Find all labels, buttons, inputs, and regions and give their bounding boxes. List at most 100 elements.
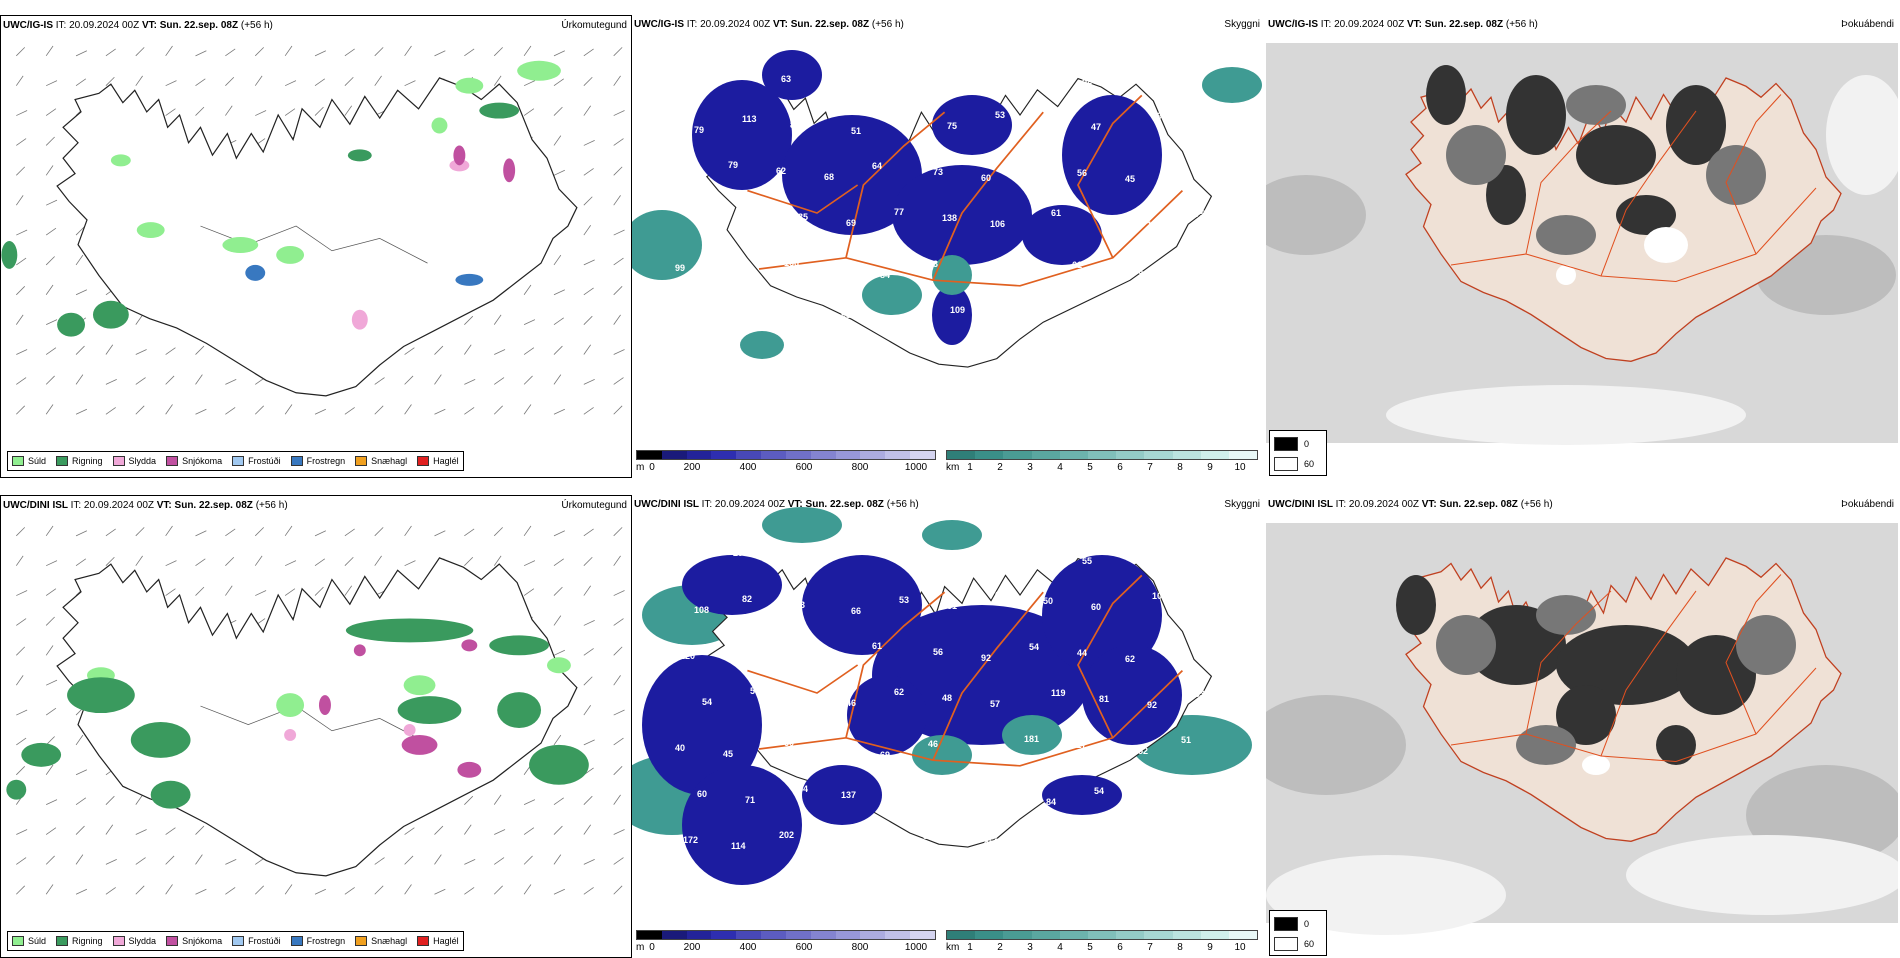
ceiling-value: 90 (745, 315, 755, 325)
fog-legend: 0 60 (1269, 910, 1327, 956)
wind-barb (16, 286, 26, 296)
wind-barb (523, 827, 535, 835)
ceiling-value: 64 (872, 161, 882, 171)
ceiling-value: 108 (694, 605, 709, 615)
wind-barb (583, 705, 592, 716)
field-patch (1644, 227, 1688, 263)
wind-barb (15, 314, 24, 325)
ceiling-value: 69 (832, 744, 842, 754)
field-patch (1706, 145, 1766, 205)
field-patch (872, 605, 1092, 745)
wind-barb (16, 737, 27, 746)
wind-barb (45, 855, 55, 865)
wind-barb (45, 707, 57, 716)
road-line (758, 190, 1184, 287)
coastline (56, 77, 578, 397)
field-patch (1002, 715, 1062, 755)
wind-barb (16, 349, 28, 355)
wind-barb (613, 885, 623, 895)
visibility-tick: 6 (1117, 462, 1123, 473)
lead-time: (+56 h) (886, 499, 919, 510)
model-name: UWC/DINI ISL (3, 500, 71, 511)
road-line (932, 591, 1044, 761)
visibility-tick: 7 (1147, 942, 1153, 953)
field-patch (503, 158, 516, 183)
wind-barb (75, 734, 84, 746)
ceiling-value: 45 (1125, 174, 1135, 184)
wind-barb (493, 405, 503, 415)
ceiling-value: 57 (1034, 550, 1044, 560)
field-patch (1576, 125, 1656, 185)
wind-barb (613, 555, 621, 566)
field-patch (1446, 125, 1506, 185)
wind-barb (46, 799, 58, 806)
field-patch (21, 742, 62, 767)
visibility-tick: 4 (1057, 942, 1063, 953)
field-patch (632, 210, 702, 280)
field-patch (1736, 615, 1796, 675)
field-patch (1626, 835, 1898, 915)
wind-barb (464, 315, 474, 325)
field-patch (110, 154, 131, 167)
legend-swatch (56, 456, 69, 466)
ceiling-value: 84 (1046, 797, 1056, 807)
wind-barb (374, 47, 384, 57)
wind-barb (225, 585, 233, 596)
wind-barb (46, 199, 58, 206)
wind-barb (75, 888, 88, 895)
wind-barb (16, 527, 26, 537)
ceiling-value: 46 (846, 698, 856, 708)
visibility-colorbar: km 1 2 3 4 5 6 7 8 9 10 (942, 928, 1262, 956)
wind-barb (105, 824, 114, 835)
legend-swatch (417, 456, 430, 466)
ceiling-tick: 600 (795, 942, 813, 953)
field-patch (457, 761, 482, 778)
legend-swatch (355, 936, 368, 946)
ceiling-value: 60 (784, 738, 794, 748)
visibility-tick: 1 (967, 462, 973, 473)
legend-item: Snjókoma (166, 456, 222, 466)
ceiling-value: 45 (1178, 71, 1188, 81)
lead-time: (+56 h) (1520, 499, 1553, 510)
wind-barb (45, 45, 54, 57)
legend-swatch (112, 936, 125, 946)
wind-barb (404, 45, 412, 57)
ceiling-value: 100 (1190, 798, 1205, 808)
wind-barb (135, 885, 145, 895)
field-patch (455, 273, 484, 286)
wind-barb (523, 347, 535, 355)
wind-barb (583, 225, 592, 236)
wind-barb (195, 374, 203, 385)
wind-barb (284, 588, 296, 596)
ceiling-value: 202 (779, 830, 794, 840)
ceiling-value: 75 (1195, 209, 1205, 219)
wind-barb (434, 374, 442, 385)
fog-legend: 0 60 (1269, 430, 1327, 476)
panel-title: Þokuábendi (1841, 499, 1894, 510)
model-name: UWC/DINI ISL (634, 499, 702, 510)
wind-barb (15, 555, 24, 566)
legend-swatch (417, 936, 430, 946)
lead-time: (+56 h) (240, 20, 273, 31)
ceiling-value: 51 (1181, 735, 1191, 745)
ceiling-value: 63 (781, 74, 791, 84)
wind-barb (105, 48, 116, 57)
wind-barb (493, 794, 502, 805)
fog-legend-label: 0 (1304, 919, 1310, 929)
ceiling-value: 58 (798, 692, 808, 702)
wind-barb (16, 47, 26, 57)
ceiling-value: 89 (1152, 111, 1162, 121)
field-patch (347, 149, 372, 162)
wind-barb (165, 347, 176, 355)
legend-label: Slydda (128, 936, 157, 946)
wind-barb (45, 136, 55, 146)
wind-barb (314, 408, 327, 415)
road-line (845, 591, 946, 738)
field-patch (740, 331, 784, 359)
wind-barb (523, 588, 535, 596)
wind-barb (75, 769, 88, 776)
wind-barb (493, 527, 503, 537)
wind-barb (45, 616, 55, 626)
legend-swatch (166, 456, 179, 466)
wind-barb (434, 825, 444, 835)
